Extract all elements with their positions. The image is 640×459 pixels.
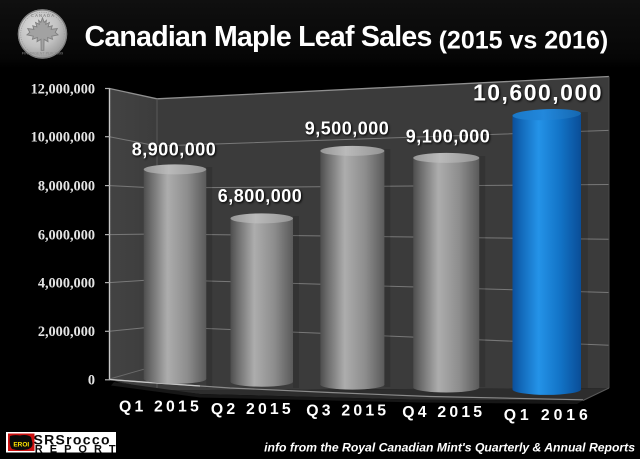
svg-text:6,000,000: 6,000,000 — [38, 227, 95, 243]
svg-text:12,000,000: 12,000,000 — [31, 81, 95, 97]
svg-text:Q1 2015: Q1 2015 — [119, 399, 202, 416]
svg-text:C A N A D A: C A N A D A — [31, 13, 54, 18]
svg-text:Q3 2015: Q3 2015 — [306, 403, 389, 420]
svg-text:8,000,000: 8,000,000 — [38, 178, 95, 194]
svg-text:8,900,000: 8,900,000 — [132, 139, 217, 159]
svg-text:4,000,000: 4,000,000 — [38, 275, 95, 291]
svg-text:9,100,000: 9,100,000 — [406, 126, 491, 146]
svg-text:Q4 2015: Q4 2015 — [402, 404, 485, 421]
svg-text:EROI: EROI — [13, 441, 29, 448]
svg-text:REPORT: REPORT — [35, 443, 123, 455]
svg-text:FIN ARGENT PUR 9999: FIN ARGENT PUR 9999 — [22, 52, 63, 56]
svg-text:Q2 2015: Q2 2015 — [211, 401, 294, 418]
svg-text:SRSrocco: SRSrocco — [34, 431, 111, 447]
svg-text:2,000,000: 2,000,000 — [38, 324, 95, 340]
svg-text:0: 0 — [88, 373, 95, 389]
svg-text:9,500,000: 9,500,000 — [305, 118, 390, 138]
svg-text:info from the Royal Canadian M: info from the Royal Canadian Mint's Quar… — [264, 441, 635, 455]
svg-text:10,600,000: 10,600,000 — [473, 80, 603, 106]
svg-text:Q1 2016: Q1 2016 — [504, 407, 592, 424]
svg-text:6,800,000: 6,800,000 — [218, 186, 303, 206]
svg-text:10,000,000: 10,000,000 — [31, 130, 95, 146]
svg-text:Canadian Maple Leaf Sales (201: Canadian Maple Leaf Sales (2015 vs 2016) — [85, 21, 609, 55]
